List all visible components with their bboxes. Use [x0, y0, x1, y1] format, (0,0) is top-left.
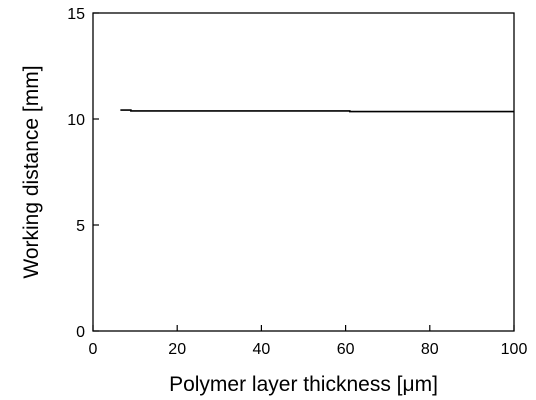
series-line: [120, 109, 514, 113]
y-axis-ticks: 0 5 10 15: [67, 6, 99, 341]
x-tick-label: 0: [89, 341, 98, 358]
plot-area-frame: [92, 12, 515, 332]
x-tick-label: 60: [337, 341, 355, 358]
y-tick-label: 10: [67, 112, 85, 129]
y-tick-label: 15: [67, 6, 85, 23]
x-tick-label: 100: [501, 341, 528, 358]
x-axis-ticks: 0 20 40 60 80 100: [89, 325, 528, 358]
y-axis-title: Working distance [mm]: [20, 65, 43, 278]
x-tick-label: 20: [168, 341, 186, 358]
x-tick-label: 40: [253, 341, 271, 358]
series-group: [120, 109, 514, 113]
y-tick-label: 0: [76, 324, 85, 341]
y-tick-label: 5: [76, 218, 85, 235]
x-axis-title: Polymer layer thickness [μm]: [169, 373, 438, 396]
x-tick-label: 80: [421, 341, 439, 358]
